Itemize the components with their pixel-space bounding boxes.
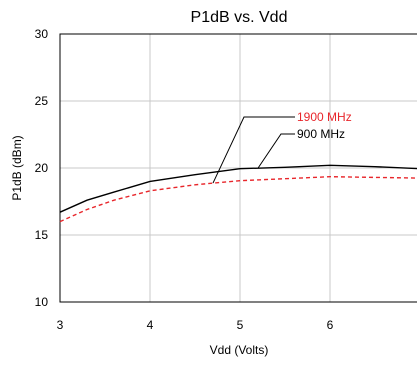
y-tick-label: 25 bbox=[35, 94, 49, 108]
annotation-leader-line bbox=[213, 117, 295, 183]
y-axis-label: P1dB (dBm) bbox=[10, 135, 24, 200]
series-layer bbox=[60, 165, 417, 221]
x-axis-label: Vdd (Volts) bbox=[210, 343, 269, 357]
annotation-layer: 1900 MHz 900 MHz bbox=[213, 110, 352, 183]
y-tick-label: 10 bbox=[35, 295, 49, 309]
y-tick-label: 30 bbox=[35, 27, 49, 41]
y-tick-label: 15 bbox=[35, 228, 49, 242]
annotation-label: 1900 MHz bbox=[297, 110, 352, 124]
chart-title: P1dB vs. Vdd bbox=[191, 9, 288, 26]
x-tick-label: 4 bbox=[147, 318, 154, 332]
series-line-1900-mhz bbox=[60, 177, 417, 222]
grid-layer bbox=[60, 34, 417, 302]
y-tick-label: 20 bbox=[35, 161, 49, 175]
annotation-leader-line bbox=[258, 134, 295, 168]
ticks-layer: 345671015202530 bbox=[35, 27, 417, 332]
series-line-900-mhz bbox=[60, 165, 417, 212]
x-tick-label: 5 bbox=[237, 318, 244, 332]
annotation-label: 900 MHz bbox=[297, 127, 345, 141]
x-tick-label: 3 bbox=[57, 318, 64, 332]
x-tick-label: 6 bbox=[327, 318, 334, 332]
